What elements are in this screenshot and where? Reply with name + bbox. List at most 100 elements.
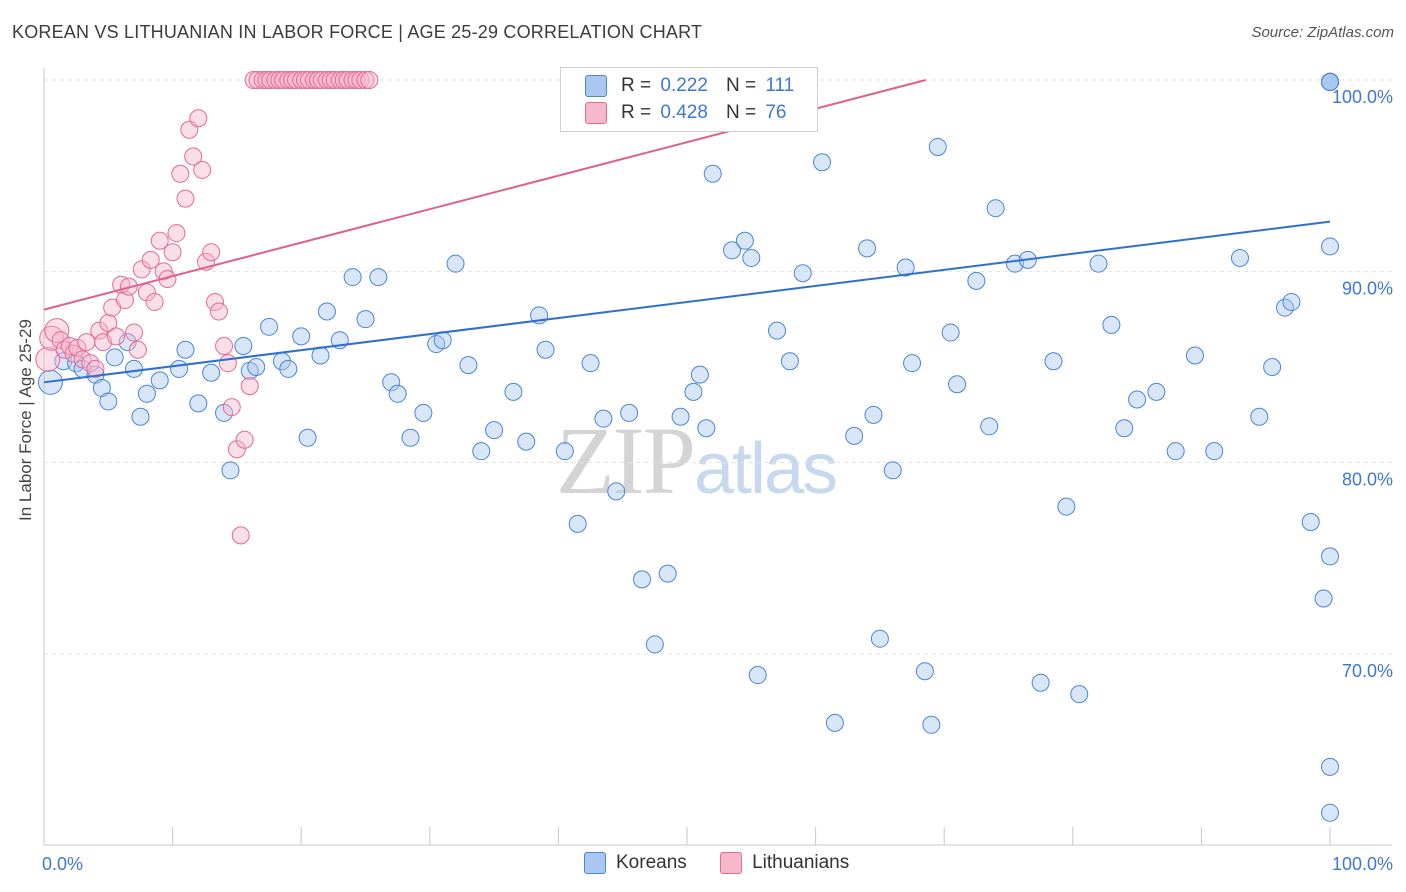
point-lithuanians-41 [215,336,234,355]
point-koreans-65 [768,321,787,340]
point-koreans-58 [690,365,709,384]
point-koreans-48 [568,514,587,533]
point-koreans-6 [105,348,124,367]
point-koreans-68 [813,153,832,172]
point-koreans-40 [459,356,478,375]
legend-swatch-lithuanians [585,102,607,124]
point-koreans-109 [1321,237,1339,256]
point-koreans-33 [382,373,401,392]
point-koreans-82 [967,271,986,290]
point-koreans-39 [446,254,465,273]
point-koreans-63 [742,248,761,267]
point-koreans-53 [632,570,651,589]
point-koreans-38 [433,331,452,350]
point-lithuanians-14 [99,313,118,332]
point-koreans-42 [485,421,504,440]
legend-n-value: 111 [765,75,795,97]
point-koreans-34 [388,384,407,403]
point-koreans-106 [1321,757,1339,776]
point-koreans-90 [1070,685,1089,704]
series-legend: Koreans Lithuanians [584,852,877,874]
point-koreans-94 [1128,390,1147,409]
point-lithuanians-24 [141,250,160,269]
point-koreans-28 [317,302,336,321]
legend-swatch-koreans [585,75,607,97]
legend-r-label: R = [621,75,652,97]
point-koreans-15 [189,394,208,413]
y-tick-label-3: 100.0% [1332,87,1393,107]
point-koreans-88 [1044,352,1063,371]
source-label: Source: ZipAtlas.com [1251,24,1394,41]
point-koreans-101 [1263,358,1282,376]
point-koreans-95 [1147,382,1166,401]
point-koreans-103 [1282,292,1301,311]
point-lithuanians-44 [227,440,246,459]
point-lithuanians-55 [274,71,293,89]
point-koreans-93 [1115,419,1134,438]
point-lithuanians-47 [240,377,259,396]
legend-n-label: N = [725,102,757,124]
point-koreans-77 [915,662,934,681]
point-koreans-22 [260,317,279,336]
point-koreans-35 [401,428,420,447]
point-lithuanians-58 [287,71,306,89]
legend-label-koreans: Koreans [616,852,687,874]
series-koreans [37,72,1339,822]
point-koreans-9 [99,392,118,411]
watermark-atlas: atlas [694,429,838,509]
point-koreans-62 [735,231,754,250]
point-koreans-76 [903,354,922,373]
legend-swatch-lithuanians [720,852,743,874]
point-lithuanians-36 [193,160,212,179]
point-koreans-56 [671,407,690,426]
point-koreans-107 [1321,547,1339,566]
point-lithuanians-20 [125,323,144,342]
point-lithuanians-0 [35,346,61,372]
point-lithuanians-7 [68,338,87,357]
point-koreans-19 [234,336,253,355]
point-koreans-84 [986,199,1005,218]
point-lithuanians-40 [209,302,228,321]
point-koreans-98 [1205,442,1224,461]
y-tick-label-1: 80.0% [1342,470,1393,490]
point-lithuanians-45 [231,526,250,545]
point-koreans-55 [658,564,677,583]
watermark: ZIPatlas [556,405,838,516]
point-koreans-54 [645,635,664,654]
point-koreans-36 [414,403,433,422]
point-koreans-70 [845,426,864,445]
point-koreans-91 [1089,254,1108,273]
point-koreans-73 [870,629,889,648]
point-lithuanians-11 [86,359,105,378]
point-koreans-30 [343,268,362,287]
point-lithuanians-67 [325,71,344,89]
point-lithuanians-73 [351,71,370,89]
point-koreans-59 [697,419,716,438]
point-lithuanians-49 [248,71,267,89]
point-koreans-75 [896,258,915,277]
point-lithuanians-52 [261,71,280,89]
point-koreans-97 [1185,346,1204,365]
series-lithuanians [35,71,379,545]
point-lithuanians-38 [202,243,221,262]
point-lithuanians-35 [189,109,208,128]
legend-item-koreans: Koreans [584,852,687,874]
point-koreans-83 [980,417,999,436]
legend-r-label: R = [621,102,652,124]
point-koreans-8 [125,359,144,378]
point-koreans-96 [1166,442,1185,461]
legend-box: R = 0.222 N = 111 R = 0.428 N = 76 [560,67,818,132]
point-koreans-64 [748,666,767,685]
point-koreans-46 [536,340,555,359]
legend-r-value: 0.222 [660,75,708,97]
point-koreans-99 [1230,248,1249,267]
point-koreans-79 [928,137,947,156]
point-koreans-108 [1321,803,1339,822]
point-lithuanians-23 [137,283,156,302]
point-koreans-16 [202,363,221,382]
point-lithuanians-39 [206,292,225,311]
legend-label-lithuanians: Lithuanians [752,852,850,874]
point-koreans-60 [703,164,722,183]
legend-n-value: 76 [765,102,787,124]
